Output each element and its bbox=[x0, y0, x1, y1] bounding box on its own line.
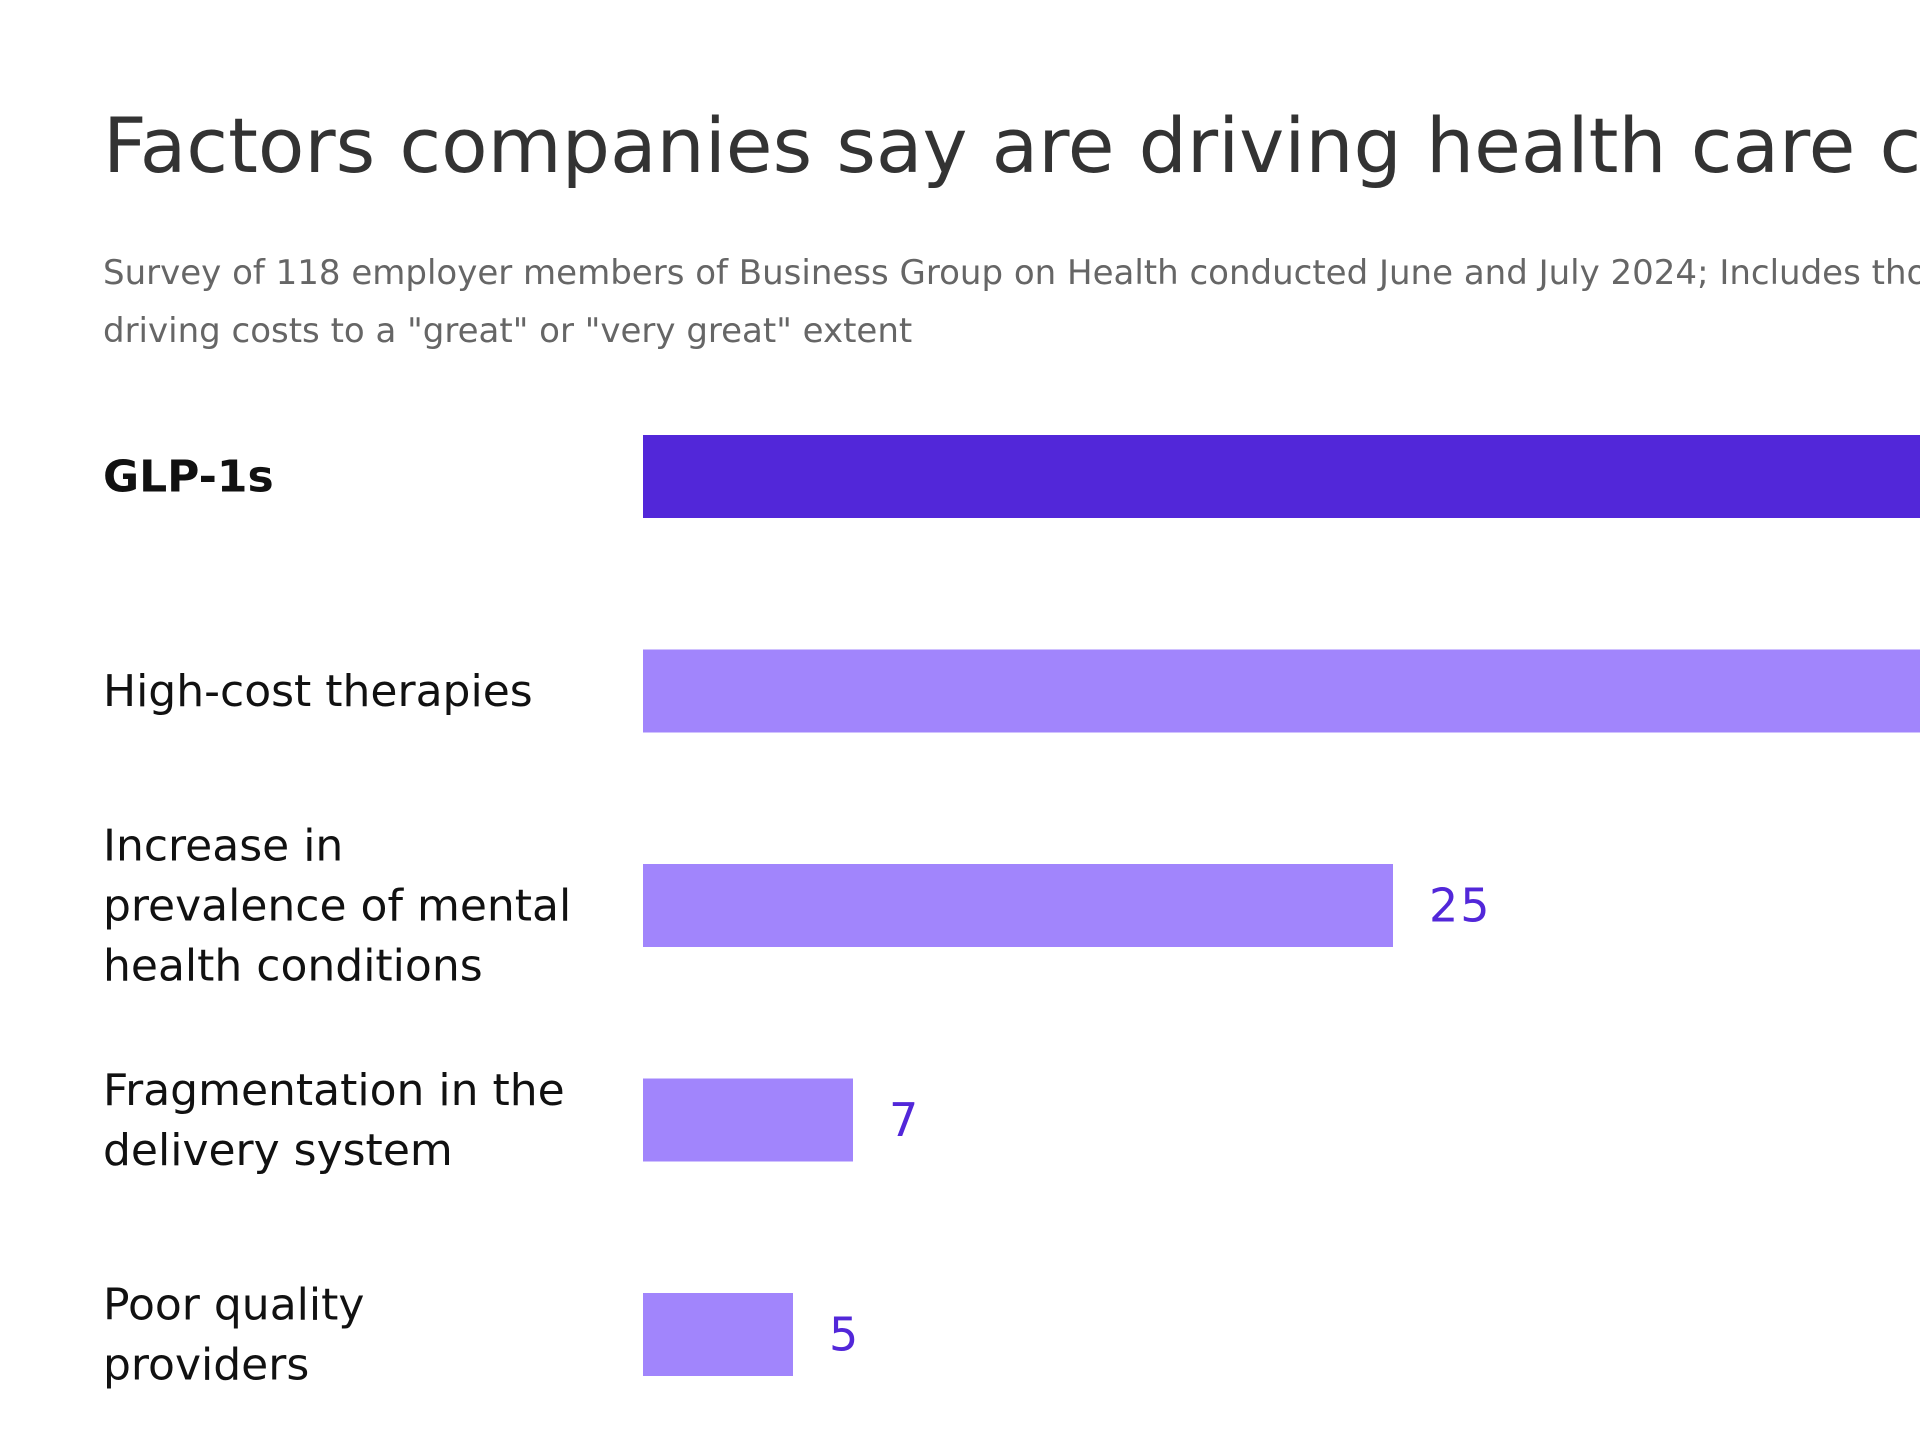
chart-title: Factors companies say are driving health… bbox=[103, 101, 1920, 190]
category-label-0: GLP-1s bbox=[103, 452, 274, 503]
category-label-line: delivery system bbox=[103, 1125, 453, 1176]
bar-2 bbox=[643, 864, 1393, 947]
value-label-4: 5 bbox=[829, 1308, 860, 1362]
chart-subtitle-line-2: driving costs to a "great" or "very grea… bbox=[103, 311, 913, 351]
bar-1 bbox=[643, 649, 1920, 733]
category-label-line: GLP-1s bbox=[103, 452, 274, 503]
chart-subtitle-line-1: Survey of 118 employer members of Busine… bbox=[103, 253, 1920, 293]
category-label-line: Increase in bbox=[103, 821, 343, 872]
category-label-line: High-cost therapies bbox=[103, 666, 533, 717]
category-label-1: High-cost therapies bbox=[103, 666, 533, 717]
category-label-2: Increase in prevalence of mental health co… bbox=[103, 821, 571, 992]
value-label-3: 7 bbox=[889, 1093, 920, 1147]
bar-3 bbox=[643, 1078, 853, 1162]
value-label-2: 25 bbox=[1429, 879, 1492, 933]
category-label-line: prevalence of mental bbox=[103, 881, 571, 932]
category-label-line: Fragmentation in the bbox=[103, 1065, 565, 1116]
bar-0 bbox=[643, 435, 1920, 518]
category-label-line: health conditions bbox=[103, 941, 483, 992]
category-label-3: Fragmentation in the delivery system bbox=[103, 1065, 565, 1176]
category-label-4: Poor quality providers bbox=[103, 1280, 364, 1391]
category-label-line: providers bbox=[103, 1340, 309, 1391]
bar-4 bbox=[643, 1293, 793, 1376]
chart-subtitle: Survey of 118 employer members of Busine… bbox=[103, 244, 1920, 360]
category-label-line: Poor quality bbox=[103, 1280, 364, 1331]
